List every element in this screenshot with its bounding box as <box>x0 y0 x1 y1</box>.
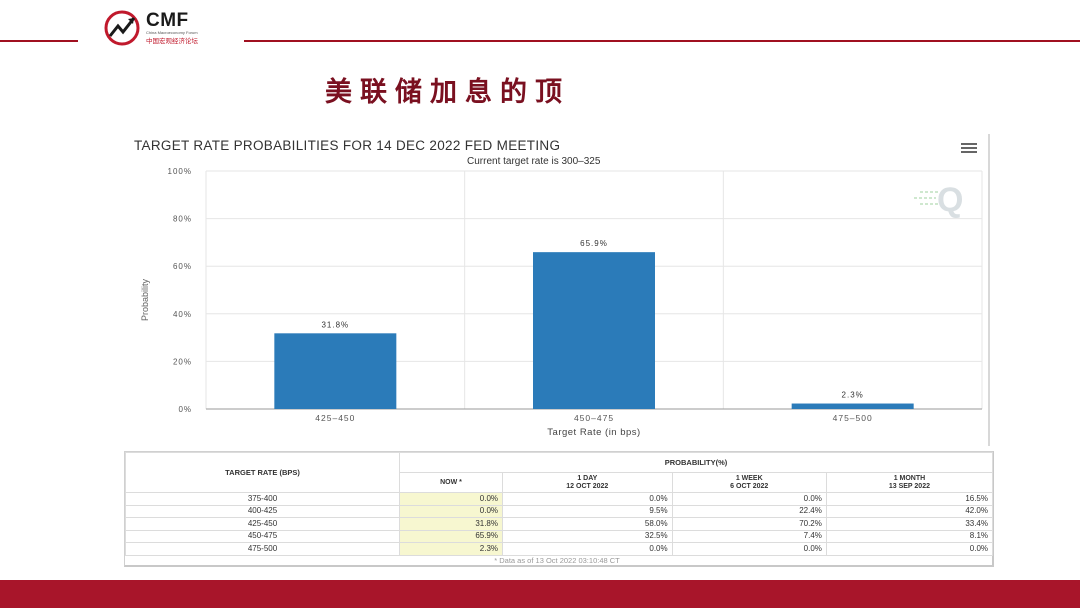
table-footnote: * Data as of 13 Oct 2022 03:10:48 CT <box>494 556 620 566</box>
col-header-1week-l2: 6 OCT 2022 <box>730 482 769 490</box>
q-watermark-icon: Q <box>914 181 963 218</box>
probability-cell: 0.0% <box>502 542 673 556</box>
data-label: 31.8% <box>321 320 349 329</box>
brand-name: CMF <box>146 10 189 31</box>
col-header-1day-l1: 1 DAY <box>577 474 598 482</box>
probability-cell: 8.1% <box>825 529 994 543</box>
x-tick-label: 450–475 <box>574 413 614 423</box>
col-header-1month-l1: 1 MONTH <box>893 474 926 482</box>
table-row: 375-400 0.0% 0.0% 0.0% 16.5% <box>125 492 994 506</box>
data-label: 65.9% <box>580 239 608 248</box>
col-header-now-l1: NOW * <box>440 478 462 486</box>
probability-cell: 0.0% <box>671 542 827 556</box>
y-tick-label: 60% <box>173 262 192 271</box>
probability-cell: 31.8% <box>399 517 503 531</box>
y-tick-label: 0% <box>178 405 192 414</box>
probability-cell: 0.0% <box>502 492 673 506</box>
col-header-1week-l1: 1 WEEK <box>735 474 763 482</box>
rate-cell: 400-425 <box>125 504 400 518</box>
bar <box>791 403 914 409</box>
chart-subtitle: Current target rate is 300–325 <box>467 156 601 167</box>
probability-cell: 42.0% <box>825 504 994 518</box>
y-tick-label: 40% <box>173 310 192 319</box>
table-row: 400-425 0.0% 9.5% 22.4% 42.0% <box>125 504 994 518</box>
probability-cell: 0.0% <box>399 504 503 518</box>
probability-cell: 0.0% <box>399 492 503 506</box>
rate-cell: 475-500 <box>125 542 400 556</box>
y-tick-label: 100% <box>168 167 192 176</box>
hamburger-menu-icon[interactable] <box>961 143 977 153</box>
rate-cell: 375-400 <box>125 492 400 506</box>
bar <box>274 333 397 409</box>
col-header-1day: 1 DAY 12 OCT 2022 <box>502 472 673 493</box>
x-tick-label: 425–450 <box>315 413 355 423</box>
col-header-now: NOW * <box>399 472 503 493</box>
probability-cell: 7.4% <box>671 529 827 543</box>
chart-title: TARGET RATE PROBABILITIES FOR 14 DEC 202… <box>134 138 561 153</box>
x-axis-title: Target Rate (in bps) <box>547 427 640 438</box>
probability-table: TARGET RATE (BPS) PROBABILITY(%) NOW * 1… <box>124 451 994 567</box>
probability-cell: 9.5% <box>502 504 673 518</box>
y-axis-title: Probability <box>140 278 150 321</box>
bar <box>533 252 655 409</box>
rate-cell: 450-475 <box>125 529 400 543</box>
header-rule-left <box>0 40 78 42</box>
probability-cell: 2.3% <box>399 542 503 556</box>
col-header-1month-l2: 13 SEP 2022 <box>888 482 930 490</box>
data-label: 2.3% <box>842 391 864 400</box>
y-tick-label: 80% <box>173 215 192 224</box>
probability-header: PROBABILITY(%) <box>399 452 993 473</box>
x-tick-label: 475–500 <box>833 413 873 423</box>
col-header-1week: 1 WEEK 6 OCT 2022 <box>671 472 827 493</box>
y-tick-label: 20% <box>173 357 192 366</box>
table-row: 450-475 65.9% 32.5% 7.4% 8.1% <box>125 529 994 543</box>
probability-cell: 33.4% <box>825 517 994 531</box>
probability-cell: 70.2% <box>671 517 827 531</box>
bar-chart: 0% 20% 40% 60% 80% 100% 31.8% 425–450 65.9% 450–4… <box>140 167 983 438</box>
svg-text:Q: Q <box>937 181 963 218</box>
col-header-1day-l2: 12 OCT 2022 <box>566 482 609 490</box>
rate-header: TARGET RATE (BPS) <box>125 452 400 493</box>
probability-cell: 0.0% <box>825 542 994 556</box>
table-row: 475-500 2.3% 0.0% 0.0% 0.0% <box>125 542 994 556</box>
probability-cell: 22.4% <box>671 504 827 518</box>
probability-cell: 32.5% <box>502 529 673 543</box>
page-title: 美联储加息的顶 <box>325 77 570 108</box>
header-rule-right <box>244 40 1080 42</box>
footer-bar <box>0 580 1080 608</box>
col-header-1month: 1 MONTH 13 SEP 2022 <box>825 472 994 493</box>
brand-subtitle-cn: 中国宏观经济论坛 <box>146 37 198 45</box>
probability-cell: 16.5% <box>825 492 994 506</box>
probability-cell: 65.9% <box>399 529 503 543</box>
cmf-logo-icon <box>104 10 140 46</box>
probability-cell: 58.0% <box>502 517 673 531</box>
probability-cell: 0.0% <box>671 492 827 506</box>
table-row: 425-450 31.8% 58.0% 70.2% 33.4% <box>125 517 994 531</box>
brand-subtitle-en: China Macroeconomy Forum <box>146 30 198 35</box>
rate-cell: 425-450 <box>125 517 400 531</box>
